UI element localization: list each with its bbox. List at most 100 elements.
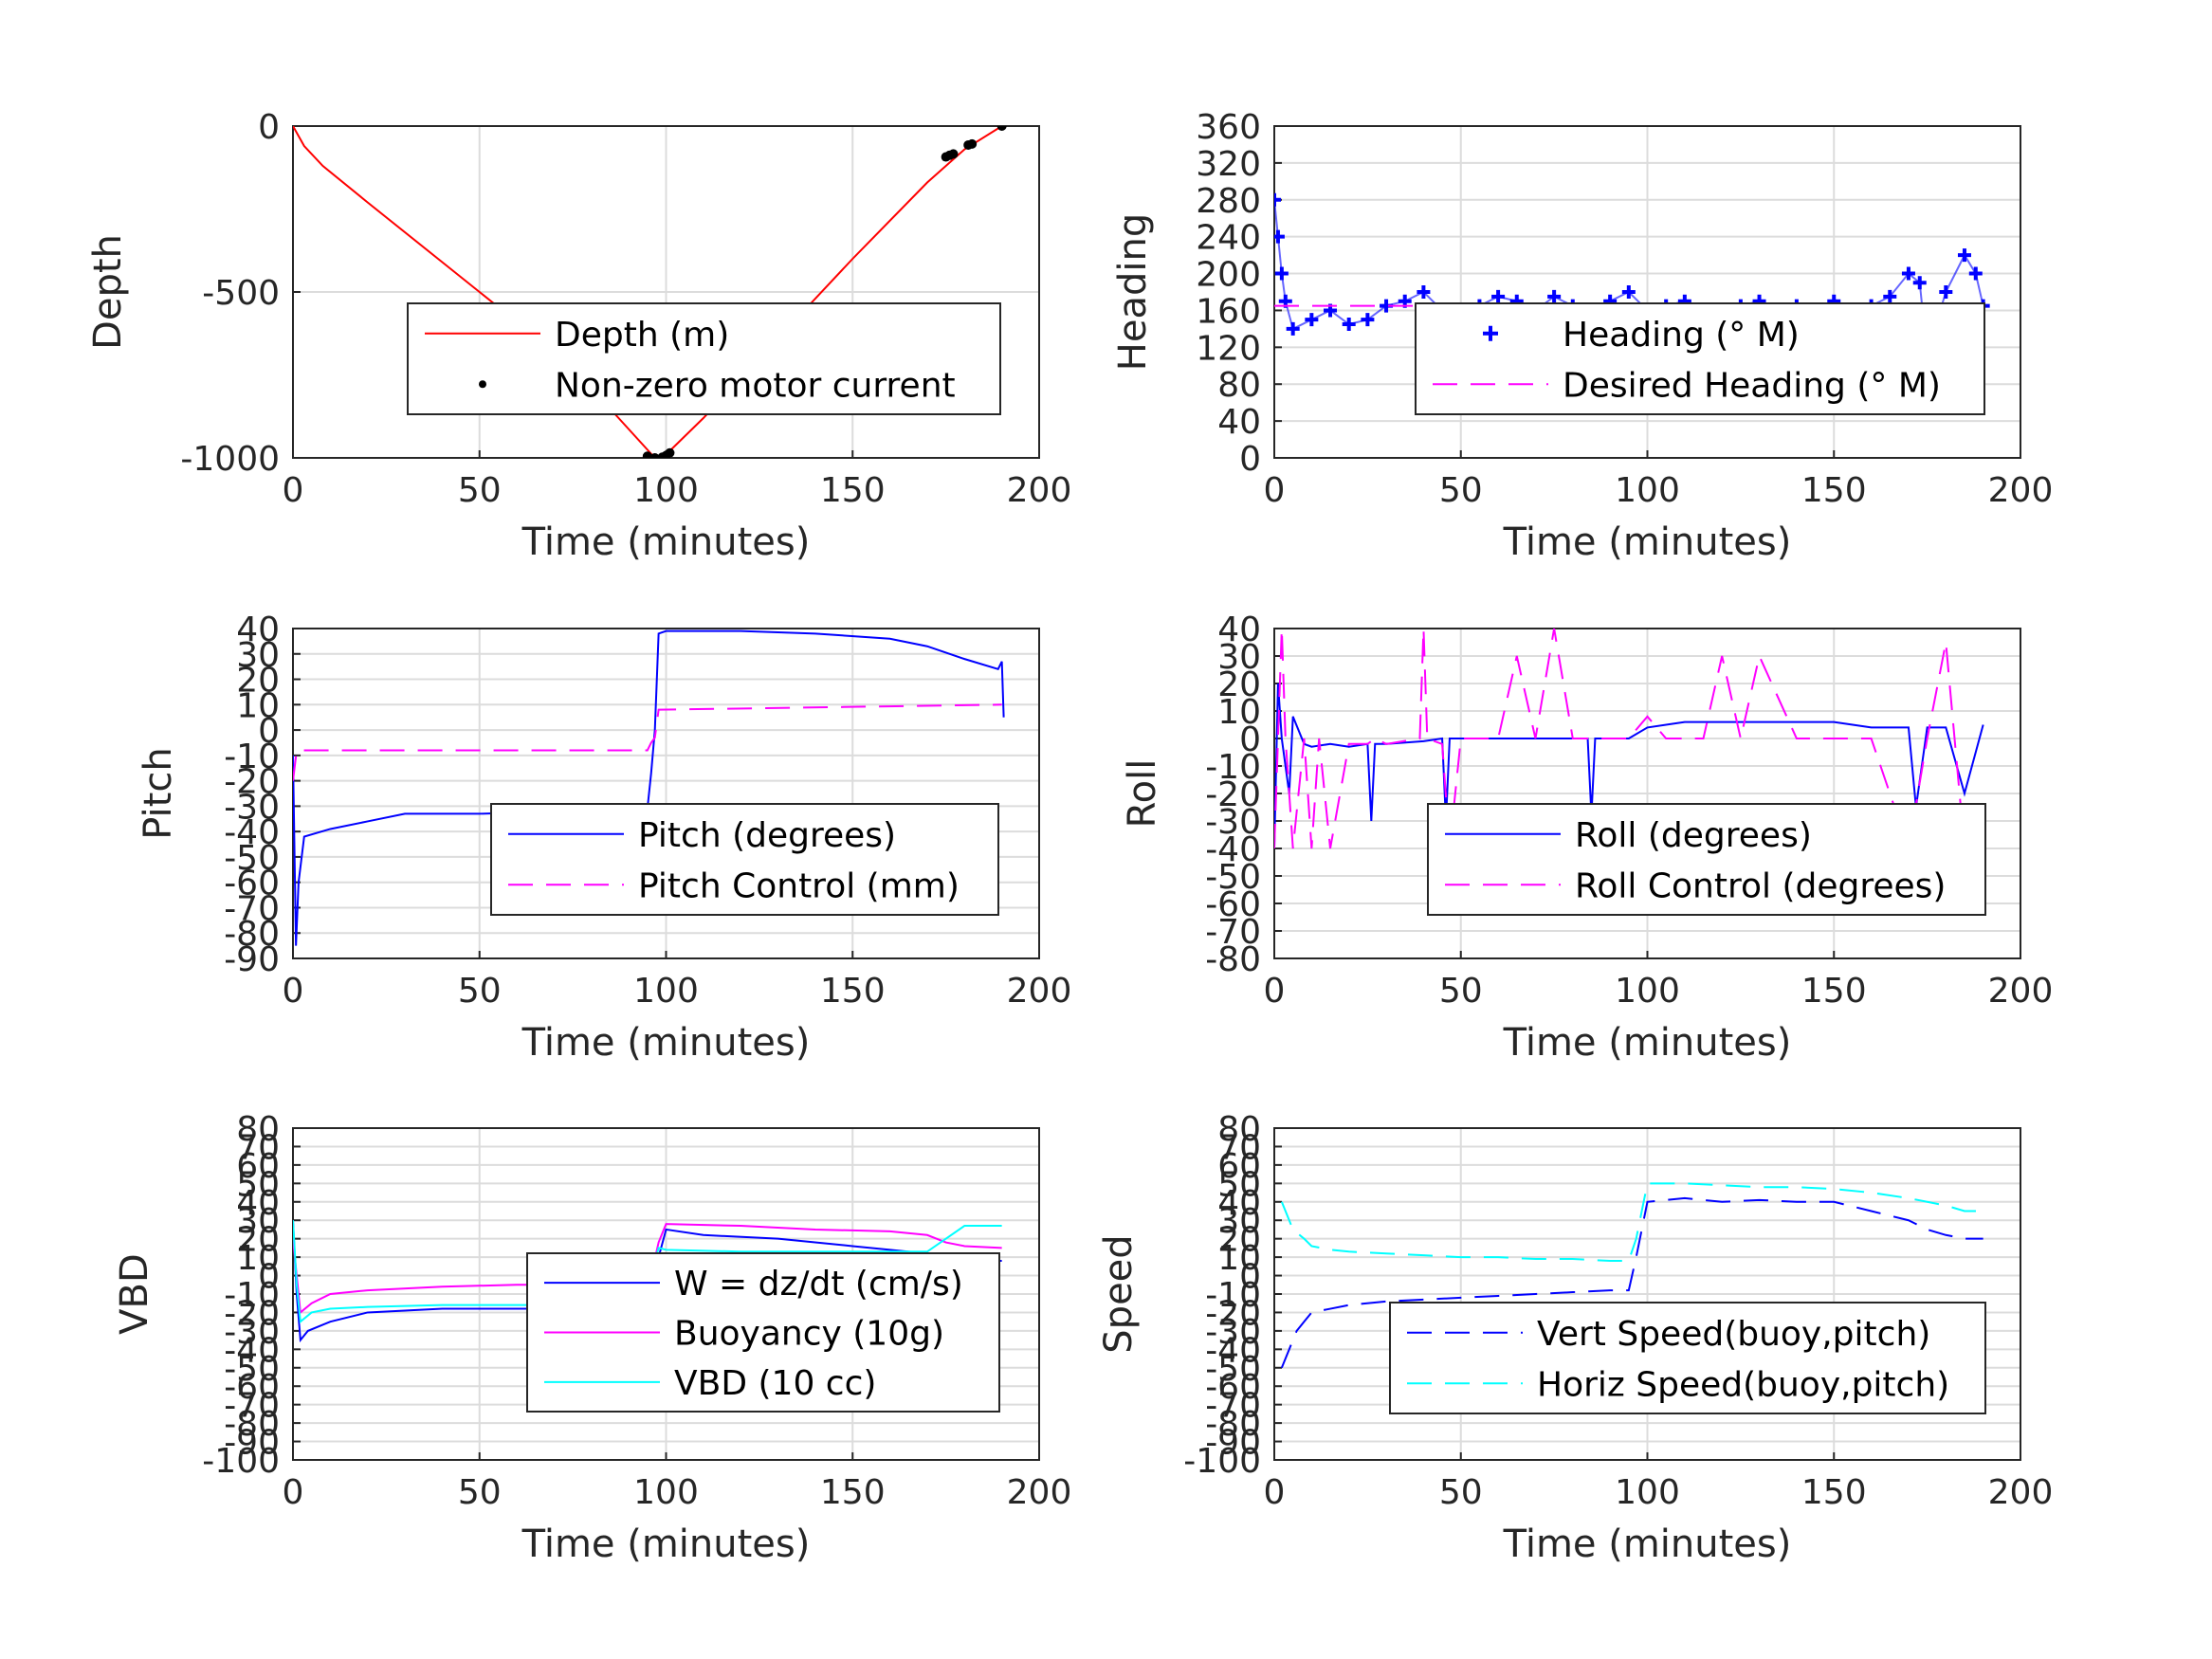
legend-entry: Pitch (degrees)	[638, 816, 896, 855]
x-axis-label: Time (minutes)	[1503, 1522, 1792, 1566]
y-tick-label: 20	[1217, 1221, 1261, 1260]
y-tick-label: 0	[1239, 720, 1261, 759]
y-tick-label: -60	[1205, 885, 1261, 924]
y-tick-label: 0	[258, 108, 280, 147]
y-tick-label: 50	[1217, 1165, 1261, 1204]
data-point	[649, 453, 660, 458]
x-tick-label: 100	[633, 1473, 699, 1512]
data-layer	[1280, 1182, 1983, 1369]
x-tick-label: 150	[820, 471, 886, 510]
data-point	[1274, 192, 1281, 207]
y-tick-label: -50	[1205, 858, 1261, 897]
data-point	[1901, 266, 1915, 281]
y-tick-label: -30	[224, 788, 280, 827]
x-tick-label: 150	[820, 1473, 886, 1512]
data-point	[1883, 289, 1897, 303]
y-tick-label: 80	[1217, 1110, 1261, 1149]
y-tick-label: 280	[1196, 182, 1261, 221]
legend-entry: Depth (m)	[555, 316, 729, 355]
y-tick-label: -50	[224, 1350, 280, 1389]
y-tick-label: 40	[1217, 1184, 1261, 1223]
x-axis-label: Time (minutes)	[521, 1021, 811, 1065]
x-tick-label: 200	[1007, 1473, 1072, 1512]
y-tick-label: 30	[236, 1202, 280, 1241]
x-tick-label: 0	[1264, 471, 1286, 510]
series-line-1	[1280, 1196, 1983, 1369]
y-tick-label: -90	[224, 940, 280, 979]
subplot-2: 0 50 100 150 20004080120160200240280320360Ti…	[1111, 108, 2053, 564]
x-axis-label: Time (minutes)	[1503, 520, 1792, 564]
x-tick-label: 150	[1801, 471, 1867, 510]
axes-frame	[292, 1127, 1040, 1461]
y-tick-label: 60	[236, 1147, 280, 1186]
data-point	[642, 451, 652, 458]
y-tick-label: -90	[224, 1424, 280, 1463]
series-line-2	[1280, 1182, 1983, 1262]
y-tick-label: -40	[1205, 830, 1261, 869]
y-tick-label: -1000	[180, 440, 280, 479]
y-tick-label: -70	[224, 889, 280, 928]
y-tick-label: -20	[1205, 775, 1261, 814]
data-layer	[1274, 629, 1984, 849]
data-point	[1286, 321, 1300, 336]
y-tick-label: -100	[202, 1442, 280, 1481]
y-tick-label: 320	[1196, 145, 1261, 184]
y-tick-label: -80	[224, 1405, 280, 1444]
y-tick-label: -80	[1205, 1405, 1261, 1444]
data-point	[948, 149, 959, 159]
y-tick-label: 20	[1217, 665, 1261, 704]
data-layer	[293, 126, 1007, 458]
x-tick-label: 50	[1439, 1473, 1483, 1512]
legend-entry: VBD (10 cc)	[674, 1364, 876, 1403]
legend-marker	[1483, 325, 1498, 341]
y-axis-label: Roll	[1121, 759, 1164, 829]
y-tick-label: 20	[236, 1221, 280, 1260]
y-tick-label: 50	[236, 1165, 280, 1204]
data-point	[1547, 289, 1562, 303]
legend: Pitch (degrees) Pitch Control (mm)	[490, 803, 999, 916]
legend-entry: Desired Heading (° M)	[1563, 366, 1941, 405]
data-point	[1939, 285, 1953, 299]
y-tick-label: 0	[1239, 440, 1261, 479]
legend: Roll (degrees) Roll Control (degrees)	[1427, 803, 1986, 916]
y-axis-label: Heading	[1111, 213, 1155, 371]
y-tick-label: 0	[258, 712, 280, 751]
y-tick-label: 80	[1217, 366, 1261, 405]
y-tick-label: -10	[224, 738, 280, 776]
subplot-6: 0 50 100 150 200-100-90-80-70-60-50-40-30-20…	[1097, 1110, 2053, 1566]
data-layer	[293, 629, 1005, 946]
x-tick-label: 150	[820, 972, 886, 1011]
x-tick-label: 200	[1007, 972, 1072, 1011]
x-tick-label: 200	[1007, 471, 1072, 510]
y-tick-label: -40	[224, 1331, 280, 1370]
data-point	[1957, 248, 1971, 263]
x-tick-label: 100	[633, 471, 699, 510]
data-point	[1912, 276, 1927, 290]
legend-entry: W = dz/dt (cm/s)	[674, 1265, 963, 1304]
legend-entry: Buoyancy (10g)	[674, 1315, 944, 1354]
axes-frame	[1273, 628, 2021, 959]
data-point	[1342, 318, 1356, 332]
x-tick-label: 100	[1615, 1473, 1680, 1512]
x-tick-label: 100	[1615, 471, 1680, 510]
subplot-4: 0 50 100 150 200-80-70-60-50-40-30-20-100102…	[1121, 611, 2053, 1065]
subplot-1: 0 50 100 150 200 -1000 -500 0 Time (minutes) Dept…	[86, 108, 1071, 564]
y-tick-label: 30	[236, 636, 280, 675]
y-tick-label: 20	[236, 662, 280, 701]
y-tick-label: 80	[236, 1110, 280, 1149]
y-tick-label: 240	[1196, 219, 1261, 258]
x-tick-label: 150	[1801, 972, 1867, 1011]
y-tick-label: 200	[1196, 256, 1261, 295]
subplot-5: 0 50 100 150 200-100-90-80-70-60-50-40-30-20…	[113, 1110, 1071, 1566]
y-tick-label: 40	[236, 611, 280, 649]
y-axis-label: VBD	[113, 1253, 156, 1335]
legend-entry: Heading (° M)	[1563, 316, 1800, 355]
data-point	[967, 138, 978, 149]
legend: Depth (m) Non-zero motor current	[407, 302, 1001, 415]
y-tick-label: -10	[1205, 748, 1261, 787]
x-tick-label: 150	[1801, 1473, 1867, 1512]
y-tick-label: 70	[236, 1128, 280, 1167]
y-tick-label: -80	[224, 915, 280, 954]
axes-frame	[1273, 1127, 2021, 1461]
legend-box	[1415, 302, 1985, 415]
